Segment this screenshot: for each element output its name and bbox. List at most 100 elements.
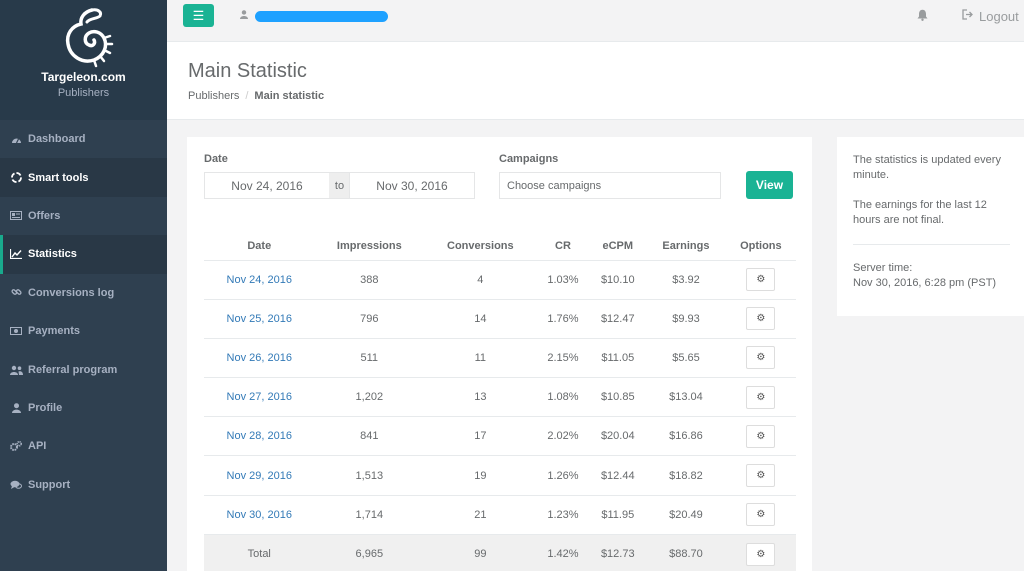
chameleon-logo-icon xyxy=(65,8,113,68)
impressions-cell: 6,965 xyxy=(314,533,425,571)
options-button[interactable]: ⚙ xyxy=(746,307,776,331)
info-panel: The statistics is updated every minute. … xyxy=(837,137,1024,316)
options-button[interactable]: ⚙ xyxy=(746,503,776,527)
options-button[interactable]: ⚙ xyxy=(746,385,776,409)
conversions-cell: 11 xyxy=(424,337,537,378)
statistics-table: Date Impressions Conversions CR eCPM Ear… xyxy=(204,233,796,571)
sidebar-toggle-button[interactable]: ☰ xyxy=(183,4,214,27)
date-from-input[interactable]: Nov 24, 2016 xyxy=(204,172,330,199)
ecpm-cell: $10.85 xyxy=(589,377,647,417)
table-row: Nov 28, 2016 841 17 2.02% $20.04 $16.86 … xyxy=(204,416,796,456)
sidebar-item-label: Smart tools xyxy=(28,171,89,184)
sidebar-item-dashboard[interactable]: Dashboard xyxy=(0,120,167,158)
impressions-cell: 1,513 xyxy=(314,455,425,496)
table-row: Nov 29, 2016 1,513 19 1.26% $12.44 $18.8… xyxy=(204,455,796,496)
sidebar-item-label: Referral program xyxy=(28,363,118,376)
top-navbar: ☰ Logout xyxy=(167,0,1024,42)
cogs-icon: ⚙ xyxy=(756,313,766,325)
conversions-cell: 21 xyxy=(424,494,537,535)
hamburger-icon: ☰ xyxy=(192,8,205,23)
sidebar-item-profile[interactable]: Profile xyxy=(0,389,167,427)
newspaper-icon xyxy=(8,211,24,221)
sidebar-item-smart-tools[interactable]: Smart tools xyxy=(0,158,167,197)
view-button[interactable]: View xyxy=(746,171,793,199)
table-header-row: Date Impressions Conversions CR eCPM Ear… xyxy=(204,233,796,261)
sidebar-item-label: API xyxy=(28,440,47,453)
sidebar-item-support[interactable]: Support xyxy=(0,466,167,504)
date-link[interactable]: Nov 27, 2016 xyxy=(226,391,292,404)
sidebar-item-label: Conversions log xyxy=(28,286,115,299)
options-button[interactable]: ⚙ xyxy=(746,542,776,566)
impressions-cell: 796 xyxy=(314,298,425,339)
impressions-cell: 841 xyxy=(314,416,425,456)
recycle-icon xyxy=(8,172,24,183)
earnings-cell: $18.82 xyxy=(646,455,726,496)
earnings-cell: $20.49 xyxy=(646,494,726,535)
column-header-earnings: Earnings xyxy=(646,233,726,261)
brand-name: Targeleon.com xyxy=(41,70,126,84)
ecpm-cell: $12.73 xyxy=(589,533,647,571)
cogs-icon: ⚙ xyxy=(756,274,766,286)
server-time-value: Nov 30, 2016, 6:28 pm (PST) xyxy=(853,277,997,289)
breadcrumb: Publishers / Main statistic xyxy=(188,90,324,102)
sign-out-icon xyxy=(962,9,974,23)
sidebar-item-offers[interactable]: Offers xyxy=(0,197,167,235)
cr-cell: 1.03% xyxy=(536,259,590,300)
conversions-cell: 19 xyxy=(424,455,537,496)
date-to-input[interactable]: Nov 30, 2016 xyxy=(349,172,475,199)
users-icon xyxy=(8,365,24,375)
logout-link[interactable]: Logout xyxy=(979,9,1019,24)
cogs-icon: ⚙ xyxy=(756,470,766,482)
earnings-cell: $9.93 xyxy=(646,298,726,339)
impressions-cell: 388 xyxy=(314,259,425,300)
options-button[interactable]: ⚙ xyxy=(746,424,776,448)
earnings-cell: $16.86 xyxy=(646,416,726,456)
campaigns-select[interactable]: Choose campaigns xyxy=(499,172,721,199)
statistics-panel: Date Nov 24, 2016 to Nov 30, 2016 Campai… xyxy=(187,137,812,571)
cogs-icon xyxy=(8,441,24,452)
table-row: Nov 25, 2016 796 14 1.76% $12.47 $9.93 ⚙ xyxy=(204,298,796,339)
impressions-cell: 511 xyxy=(314,337,425,378)
total-label: Total xyxy=(204,533,315,571)
breadcrumb-separator: / xyxy=(245,90,249,102)
date-link[interactable]: Nov 28, 2016 xyxy=(226,430,292,443)
chat-icon xyxy=(8,480,24,490)
conversions-cell: 14 xyxy=(424,298,537,339)
date-link[interactable]: Nov 29, 2016 xyxy=(226,469,292,482)
sidebar-item-conversions-log[interactable]: Conversions log xyxy=(0,274,167,312)
dashboard-icon xyxy=(8,135,24,144)
sidebar-item-statistics[interactable]: Statistics xyxy=(0,235,167,274)
breadcrumb-current: Main statistic xyxy=(254,90,325,102)
options-button[interactable]: ⚙ xyxy=(746,268,776,292)
earnings-cell: $13.04 xyxy=(646,377,726,417)
breadcrumb-publishers[interactable]: Publishers xyxy=(188,90,240,102)
column-header-cr: CR xyxy=(536,233,590,261)
sidebar-item-referral-program[interactable]: Referral program xyxy=(0,350,167,388)
date-link[interactable]: Nov 26, 2016 xyxy=(226,351,292,364)
date-link[interactable]: Nov 25, 2016 xyxy=(226,312,292,325)
impressions-cell: 1,714 xyxy=(314,494,425,535)
column-header-date: Date xyxy=(204,233,315,261)
conversions-cell: 13 xyxy=(424,377,537,417)
cogs-icon: ⚙ xyxy=(756,509,766,521)
link-icon xyxy=(8,287,24,298)
cogs-icon: ⚙ xyxy=(756,391,766,403)
options-button[interactable]: ⚙ xyxy=(746,346,776,370)
table-row: Nov 24, 2016 388 4 1.03% $10.10 $3.92 ⚙ xyxy=(204,259,796,300)
conversions-cell: 4 xyxy=(424,259,537,300)
conversions-cell: 99 xyxy=(424,533,537,571)
impressions-cell: 1,202 xyxy=(314,377,425,417)
sidebar-item-api[interactable]: API xyxy=(0,427,167,465)
column-header-ecpm: eCPM xyxy=(589,233,647,261)
sidebar-item-label: Payments xyxy=(28,325,80,338)
sidebar-item-label: Offers xyxy=(28,209,61,222)
sidebar-item-label: Profile xyxy=(28,401,63,414)
sidebar-item-payments[interactable]: Payments xyxy=(0,312,167,350)
cr-cell: 1.26% xyxy=(536,455,590,496)
server-time-label: Server time: xyxy=(853,262,913,274)
column-header-options: Options xyxy=(725,233,796,261)
options-button[interactable]: ⚙ xyxy=(746,464,776,488)
date-link[interactable]: Nov 30, 2016 xyxy=(226,508,292,521)
bell-icon[interactable] xyxy=(917,9,928,24)
date-link[interactable]: Nov 24, 2016 xyxy=(226,273,292,286)
